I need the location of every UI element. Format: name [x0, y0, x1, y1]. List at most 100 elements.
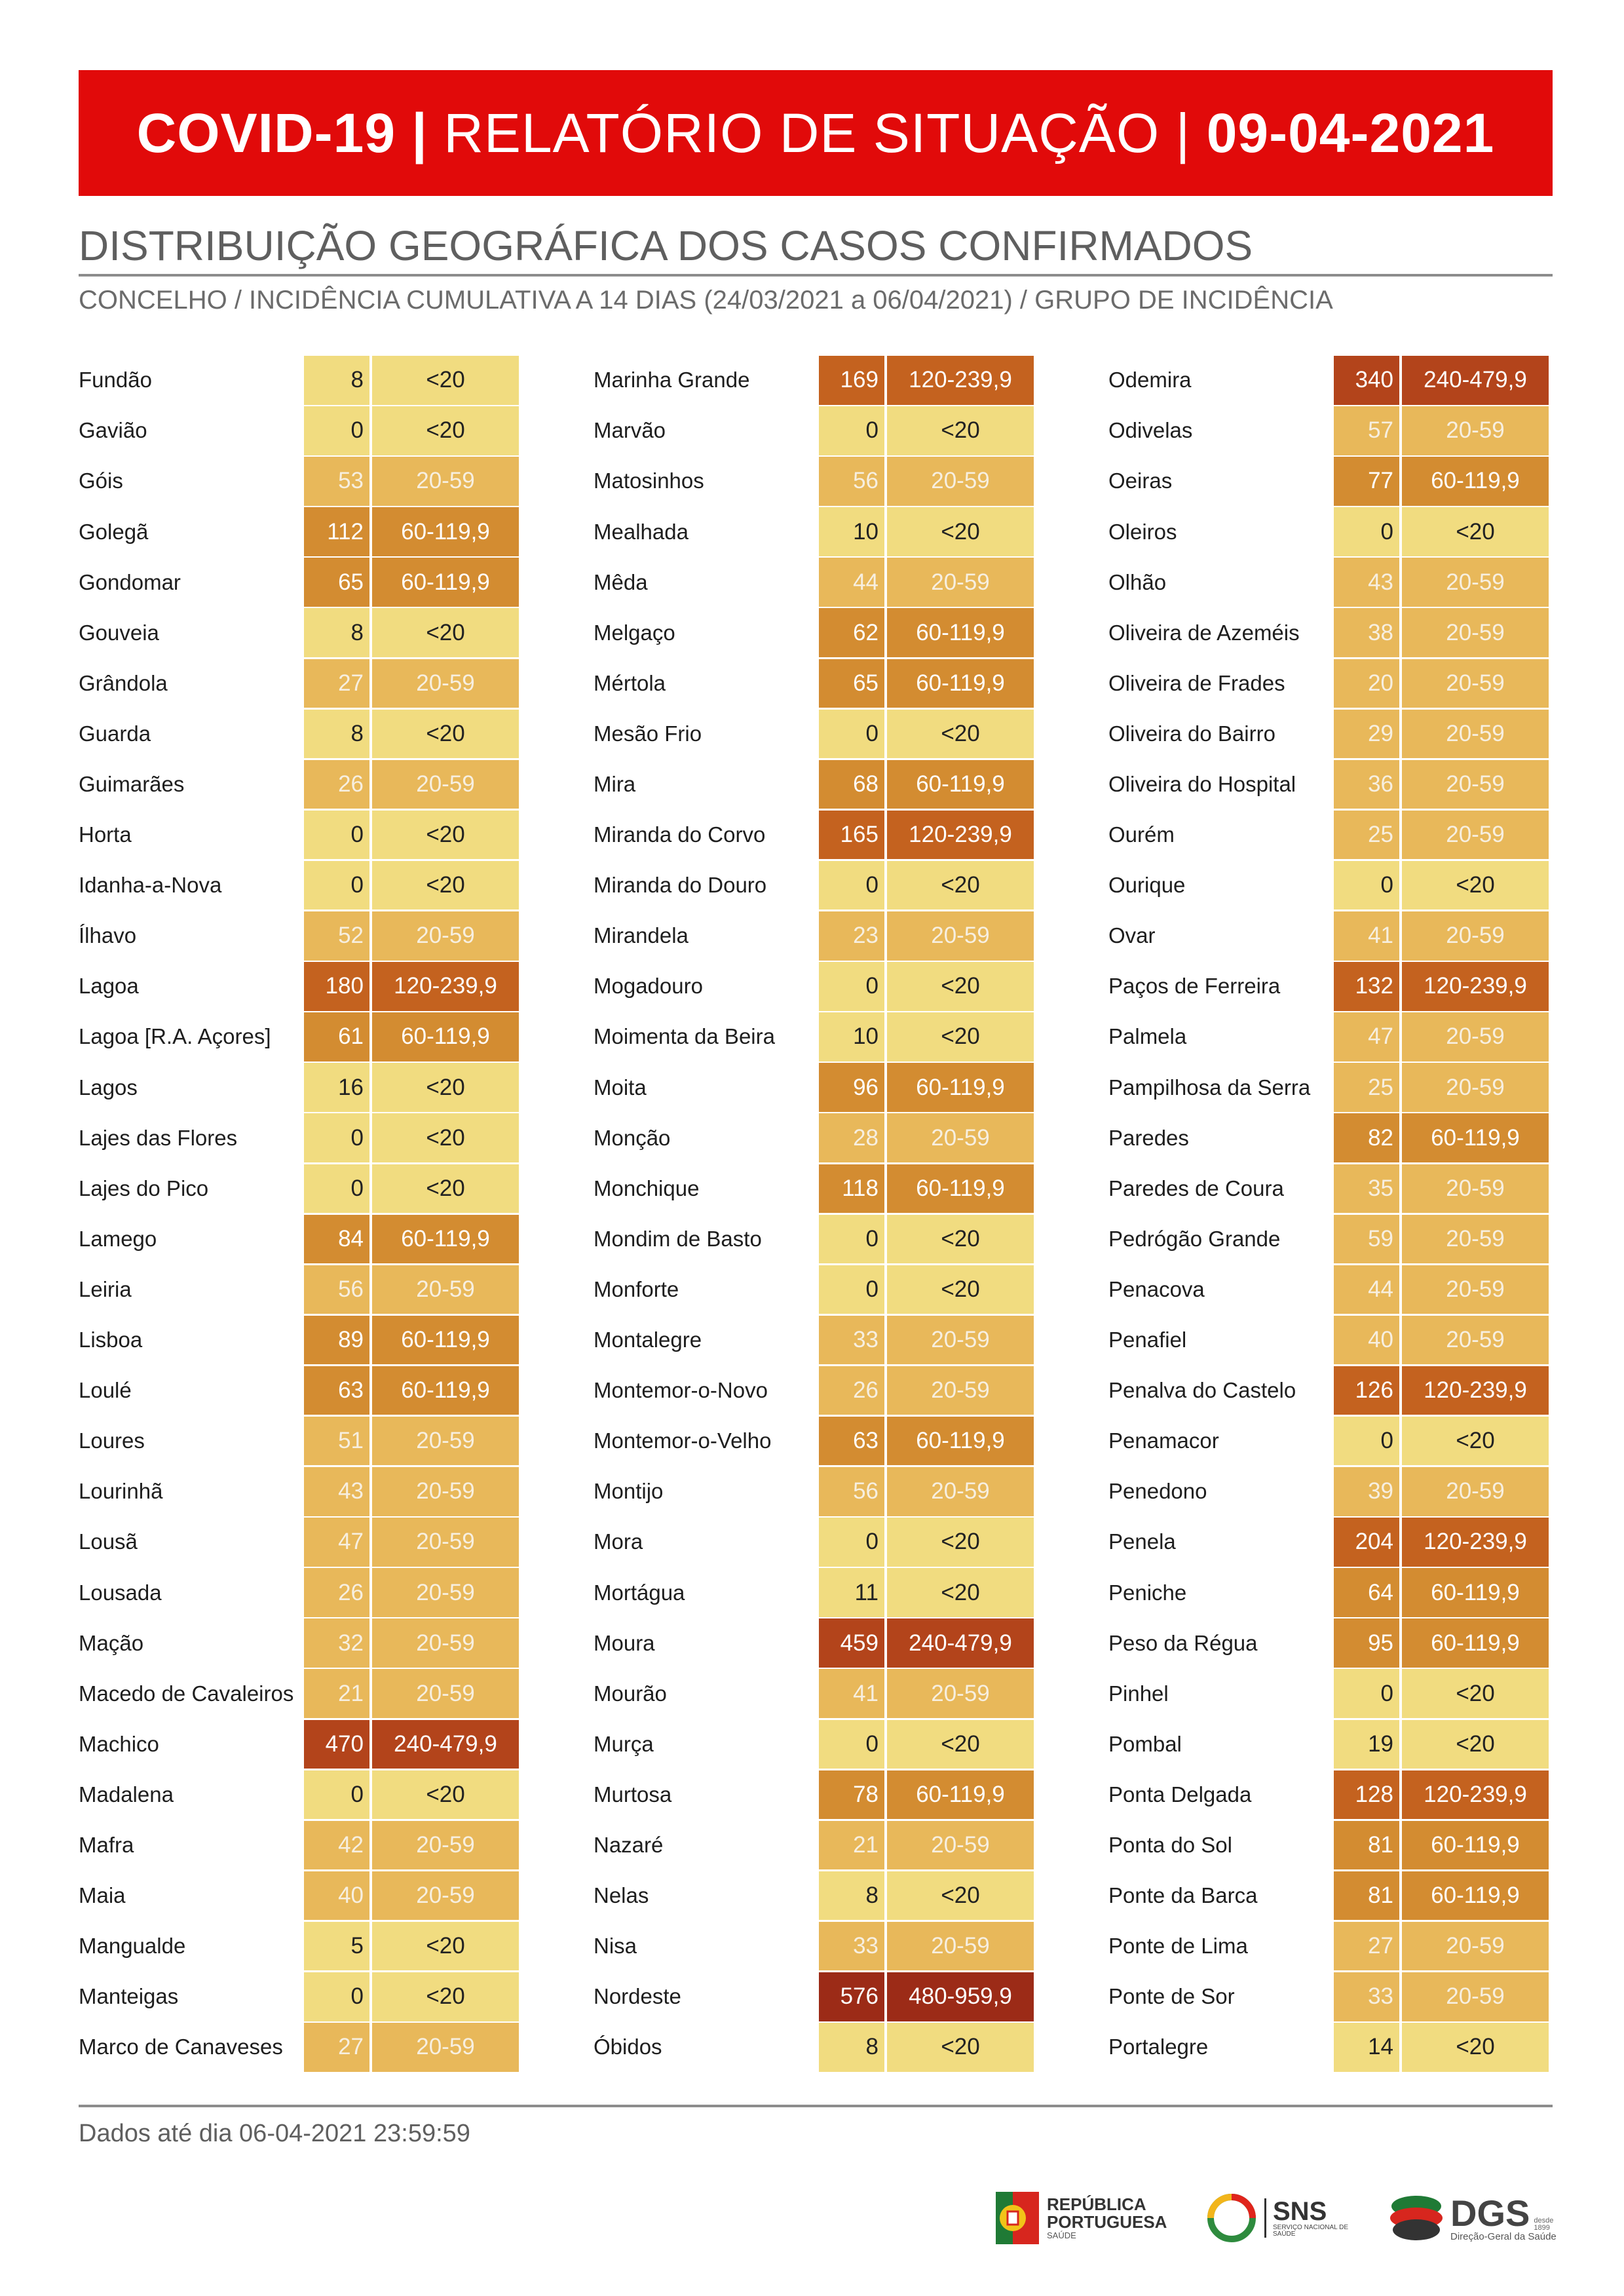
- municipality-name: Mêda: [594, 569, 648, 594]
- incidence-group: 60-119,9: [1402, 1820, 1549, 1870]
- incidence-group: 60-119,9: [372, 507, 519, 556]
- incidence-group: 20-59: [887, 1467, 1034, 1516]
- incidence-value: 44: [1334, 1265, 1399, 1314]
- incidence-value: 0: [304, 860, 369, 910]
- table-row: Grândola 27 20-59: [79, 659, 524, 708]
- table-row: Monchique 118 60-119,9: [594, 1164, 1039, 1213]
- municipality-name: Peso da Régua: [1108, 1630, 1258, 1655]
- municipality-name: Ponte de Sor: [1108, 1984, 1235, 2009]
- incidence-group: 20-59: [887, 457, 1034, 506]
- table-row: Óbidos 8 <20: [594, 2023, 1039, 2072]
- table-row: Mesão Frio 0 <20: [594, 709, 1039, 759]
- table-row: Gouveia 8 <20: [79, 608, 524, 657]
- table-row: Montemor-o-Velho 63 60-119,9: [594, 1416, 1039, 1466]
- table-row: Mação 32 20-59: [79, 1618, 524, 1668]
- table-row: Mora 0 <20: [594, 1518, 1039, 1567]
- incidence-group: 20-59: [887, 558, 1034, 607]
- incidence-value: 27: [304, 2023, 369, 2072]
- municipality-name: Maia: [79, 1883, 126, 1908]
- incidence-group: 60-119,9: [887, 659, 1034, 708]
- incidence-group: 240-479,9: [1402, 356, 1549, 405]
- table-row: Pedrógão Grande 59 20-59: [1108, 1214, 1554, 1264]
- incidence-group: <20: [372, 709, 519, 759]
- incidence-group: 120-239,9: [372, 962, 519, 1011]
- table-row: Odemira 340 240-479,9: [1108, 356, 1554, 405]
- incidence-value: 0: [819, 709, 884, 759]
- table-row: Penedono 39 20-59: [1108, 1467, 1554, 1516]
- table-row: Pinhel 0 <20: [1108, 1669, 1554, 1718]
- dgs-label: DGS: [1450, 2192, 1530, 2234]
- incidence-value: 33: [819, 1921, 884, 1971]
- incidence-group: <20: [887, 1265, 1034, 1314]
- incidence-group: <20: [1402, 1416, 1549, 1466]
- municipality-name: Leiria: [79, 1276, 132, 1301]
- table-row: Penalva do Castelo 126 120-239,9: [1108, 1366, 1554, 1415]
- table-row: Portalegre 14 <20: [1108, 2023, 1554, 2072]
- incidence-value: 0: [304, 1164, 369, 1213]
- municipality-name: Peniche: [1108, 1580, 1187, 1605]
- municipality-name: Palmela: [1108, 1024, 1187, 1049]
- incidence-value: 470: [304, 1719, 369, 1769]
- municipality-name: Gondomar: [79, 569, 181, 594]
- municipality-name: Mira: [594, 772, 636, 796]
- incidence-group: <20: [372, 1972, 519, 2021]
- incidence-group: 20-59: [1402, 608, 1549, 657]
- incidence-group: 20-59: [887, 911, 1034, 961]
- municipality-name: Pedrógão Grande: [1108, 1226, 1281, 1251]
- municipality-name: Portalegre: [1108, 2035, 1209, 2059]
- incidence-value: 81: [1334, 1871, 1399, 1921]
- dgs-since: desde 1899: [1534, 2216, 1554, 2232]
- municipality-name: Oeiras: [1108, 469, 1173, 493]
- incidence-group: 20-59: [372, 1416, 519, 1466]
- incidence-group: 20-59: [372, 659, 519, 708]
- table-row: Oliveira do Bairro 29 20-59: [1108, 709, 1554, 759]
- incidence-value: 89: [304, 1315, 369, 1365]
- incidence-value: 32: [304, 1618, 369, 1668]
- table-row: Melgaço 62 60-119,9: [594, 608, 1039, 657]
- table-row: Mafra 42 20-59: [79, 1820, 524, 1870]
- table-row: Oliveira de Frades 20 20-59: [1108, 659, 1554, 708]
- incidence-group: 20-59: [1402, 709, 1549, 759]
- incidence-group: 20-59: [372, 1871, 519, 1921]
- incidence-value: 23: [819, 911, 884, 961]
- incidence-group: <20: [372, 1063, 519, 1112]
- municipality-name: Paredes de Coura: [1108, 1176, 1284, 1200]
- municipality-name: Guarda: [79, 721, 151, 746]
- table-row: Lajes do Pico 0 <20: [79, 1164, 524, 1213]
- incidence-group: 60-119,9: [1402, 1113, 1549, 1162]
- incidence-group: 20-59: [887, 1113, 1034, 1162]
- dgs-sub: Direção-Geral da Saúde: [1450, 2230, 1557, 2242]
- table-row: Paredes 82 60-119,9: [1108, 1113, 1554, 1162]
- incidence-group: <20: [1402, 2023, 1549, 2072]
- incidence-group: 20-59: [887, 1669, 1034, 1718]
- incidence-group: 60-119,9: [1402, 457, 1549, 506]
- incidence-value: 165: [819, 810, 884, 860]
- table-row: Miranda do Douro 0 <20: [594, 860, 1039, 910]
- incidence-group: 20-59: [1402, 1972, 1549, 2021]
- municipality-column-1: Fundão 8 <20 Gavião 0 <20 Góis 53 20-59 Golegã 112…: [79, 356, 524, 2073]
- incidence-group: 20-59: [1402, 1164, 1549, 1213]
- incidence-value: 0: [819, 406, 884, 455]
- municipality-name: Mealhada: [594, 519, 689, 544]
- incidence-value: 112: [304, 507, 369, 556]
- table-row: Montijo 56 20-59: [594, 1467, 1039, 1516]
- incidence-value: 204: [1334, 1518, 1399, 1567]
- incidence-value: 44: [819, 558, 884, 607]
- incidence-value: 0: [819, 1214, 884, 1264]
- incidence-value: 8: [819, 1871, 884, 1921]
- incidence-group: 60-119,9: [372, 1214, 519, 1264]
- municipality-name: Penafiel: [1108, 1328, 1187, 1352]
- incidence-value: 26: [304, 1568, 369, 1617]
- incidence-value: 43: [304, 1467, 369, 1516]
- municipality-name: Lagos: [79, 1075, 138, 1100]
- municipality-name: Idanha-a-Nova: [79, 873, 222, 898]
- republica-portuguesa-logo: REPÚBLICA PORTUGUESA SAÚDE: [996, 2189, 1167, 2248]
- municipality-name: Gavião: [79, 418, 147, 443]
- municipality-name: Nordeste: [594, 1984, 681, 2009]
- incidence-group: 60-119,9: [887, 608, 1034, 657]
- incidence-group: 20-59: [372, 1618, 519, 1668]
- table-row: Oleiros 0 <20: [1108, 507, 1554, 556]
- table-row: Moura 459 240-479,9: [594, 1618, 1039, 1668]
- table-row: Ourique 0 <20: [1108, 860, 1554, 910]
- municipality-name: Grândola: [79, 670, 168, 695]
